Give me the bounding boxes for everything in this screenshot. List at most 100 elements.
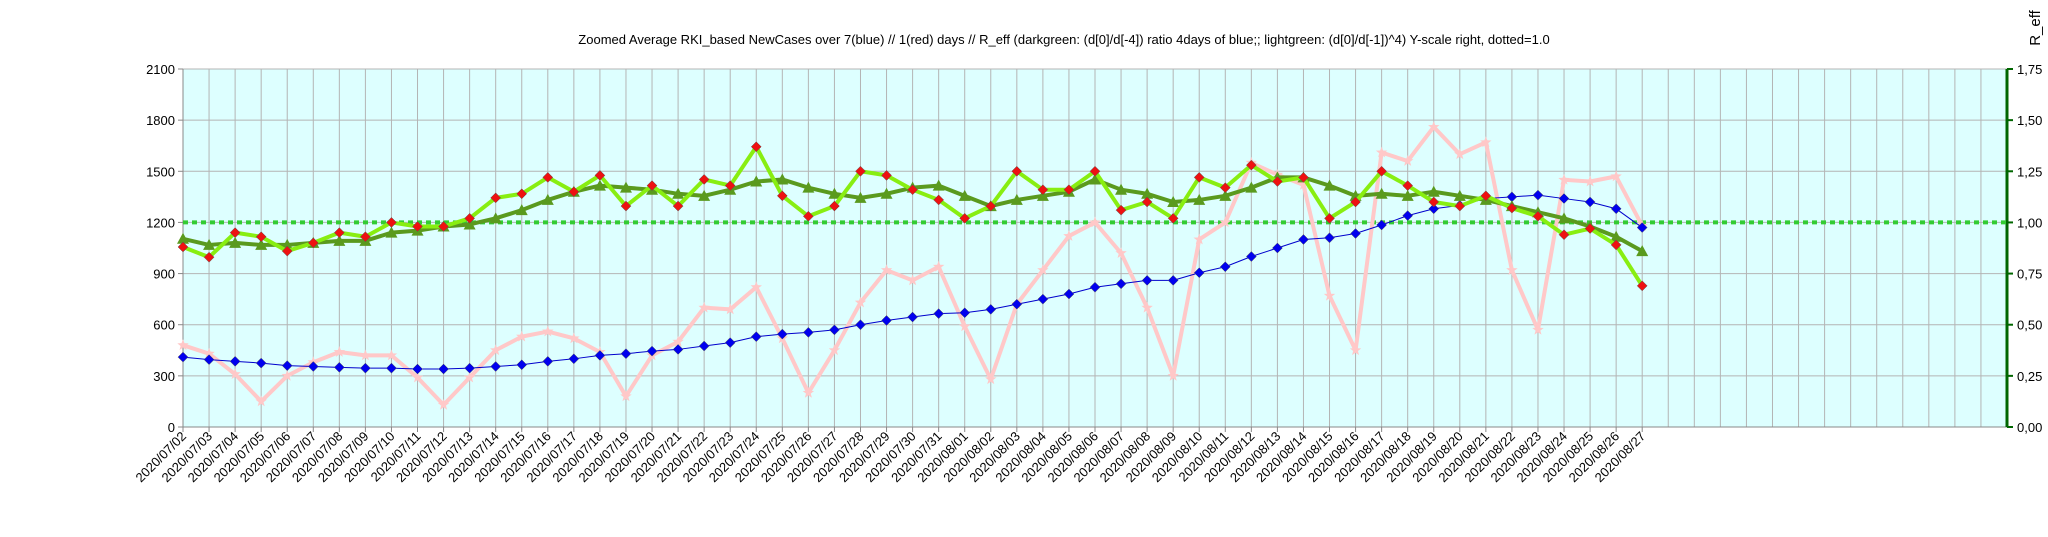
marker <box>307 237 319 249</box>
marker <box>1584 196 1596 208</box>
marker <box>360 362 371 374</box>
marker <box>959 307 971 319</box>
marker <box>1245 159 1257 171</box>
marker <box>1063 288 1075 300</box>
marker <box>620 348 632 360</box>
marker <box>568 353 580 365</box>
marker <box>698 340 710 352</box>
marker <box>1141 275 1153 286</box>
marker <box>1636 245 1649 257</box>
marker <box>568 186 580 198</box>
marker <box>802 386 815 398</box>
marker <box>1219 182 1231 194</box>
y2-tick-label: 1,75 <box>2017 62 2042 77</box>
marker <box>1219 261 1231 273</box>
marker <box>829 324 840 336</box>
y-tick-label: 1200 <box>146 215 175 230</box>
marker <box>1584 175 1596 187</box>
y2-tick-label: 0,00 <box>2017 420 2042 435</box>
y2-tick-label: 1,25 <box>2017 164 2042 179</box>
marker <box>1532 189 1544 201</box>
marker <box>438 221 449 232</box>
marker <box>1401 155 1414 166</box>
marker <box>385 349 398 361</box>
marker <box>333 345 346 357</box>
marker <box>776 190 788 202</box>
marker <box>333 234 346 246</box>
marker <box>411 371 424 383</box>
marker <box>750 331 762 343</box>
y-tick-label: 300 <box>153 369 175 384</box>
marker <box>933 194 945 206</box>
y-tick-label: 1500 <box>146 164 175 179</box>
marker <box>672 335 684 347</box>
marker <box>1636 222 1648 233</box>
marker <box>1193 193 1206 205</box>
marker <box>255 357 267 369</box>
marker <box>698 174 710 185</box>
marker <box>1532 323 1544 335</box>
marker <box>907 184 918 196</box>
marker <box>229 368 241 380</box>
marker <box>568 332 580 344</box>
marker <box>803 210 814 222</box>
marker <box>985 304 997 315</box>
marker <box>1428 203 1440 215</box>
marker <box>620 200 632 212</box>
marker <box>1454 148 1466 160</box>
marker <box>959 212 971 224</box>
marker <box>1167 195 1180 207</box>
marker <box>1011 165 1023 177</box>
marker <box>959 320 971 332</box>
marker <box>1324 212 1335 224</box>
marker <box>593 179 606 191</box>
marker <box>698 189 711 201</box>
y2-tick-label: 0,25 <box>2017 369 2042 384</box>
marker <box>1610 170 1622 182</box>
marker <box>750 141 762 153</box>
marker <box>724 180 736 191</box>
marker <box>672 187 685 199</box>
marker <box>203 354 215 366</box>
marker <box>1350 228 1361 239</box>
marker <box>1167 275 1179 286</box>
marker <box>594 350 606 361</box>
marker <box>1558 229 1570 241</box>
marker <box>333 227 345 239</box>
marker <box>1506 264 1518 276</box>
marker <box>489 344 502 356</box>
marker <box>724 337 736 348</box>
marker <box>1558 173 1570 185</box>
marker <box>1610 203 1622 215</box>
marker <box>1036 189 1049 201</box>
marker <box>932 260 945 272</box>
marker <box>516 188 528 200</box>
marker <box>698 301 710 313</box>
marker <box>1089 173 1101 185</box>
marker <box>1193 233 1205 245</box>
marker <box>1375 146 1388 158</box>
marker <box>1219 216 1231 228</box>
marker <box>1636 280 1648 292</box>
marker <box>880 187 893 199</box>
marker <box>1428 120 1440 132</box>
marker <box>541 193 554 205</box>
marker <box>463 218 476 230</box>
marker <box>229 227 241 239</box>
marker <box>1610 230 1623 242</box>
marker <box>255 395 267 407</box>
marker <box>750 281 762 293</box>
marker <box>1401 189 1414 201</box>
marker <box>1584 223 1596 234</box>
marker <box>1037 264 1049 276</box>
marker <box>1427 185 1440 197</box>
marker <box>1375 187 1388 199</box>
marker <box>489 212 502 224</box>
marker <box>802 181 815 193</box>
marker <box>620 390 632 402</box>
marker <box>1454 200 1466 212</box>
marker <box>1010 193 1023 205</box>
marker <box>881 315 892 326</box>
marker <box>855 319 866 331</box>
